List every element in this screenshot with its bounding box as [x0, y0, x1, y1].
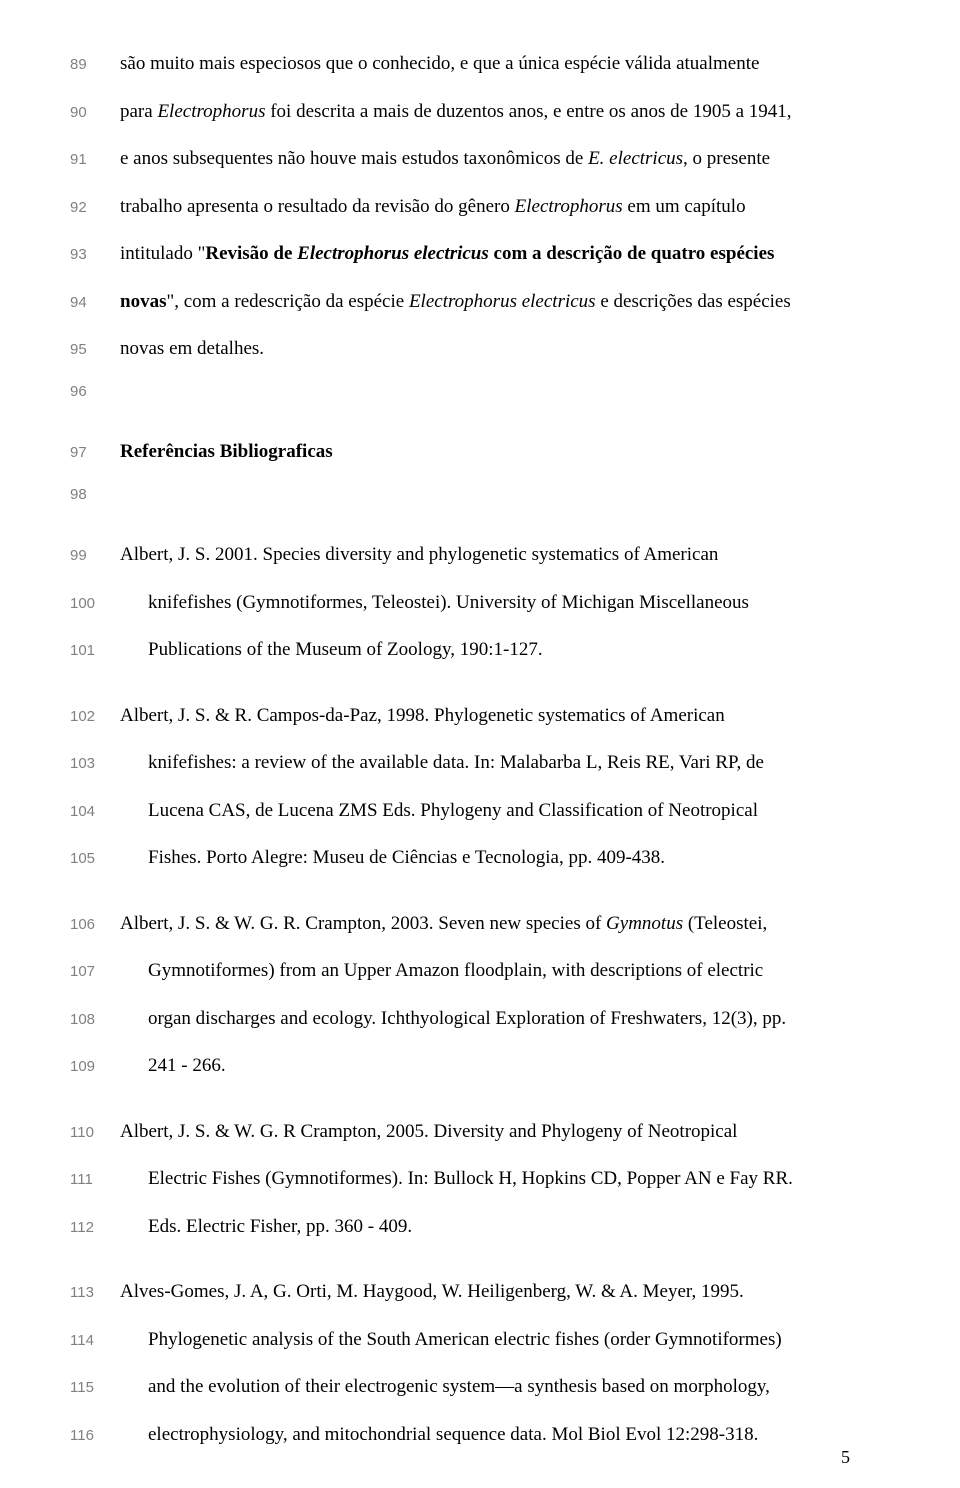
- reference-line: 109 241 - 266.: [70, 1042, 850, 1090]
- reference-text: 241 - 266.: [120, 1042, 850, 1090]
- body-text: são muito mais especiosos que o conhecid…: [120, 40, 850, 88]
- line-number: 101: [70, 632, 120, 670]
- line-number: 97: [70, 434, 120, 472]
- line-number: 108: [70, 1001, 120, 1039]
- line-number: 103: [70, 745, 120, 783]
- reference-text: Gymnotiformes) from an Upper Amazon floo…: [120, 947, 850, 995]
- reference-line: 101 Publications of the Museum of Zoolog…: [70, 626, 850, 674]
- line-number: 93: [70, 236, 120, 274]
- line-number: 94: [70, 284, 120, 322]
- reference-gap: [70, 1090, 850, 1108]
- line-number: 89: [70, 46, 120, 84]
- reference-text: electrophysiology, and mitochondrial seq…: [120, 1411, 850, 1459]
- line-number: 92: [70, 189, 120, 227]
- reference-line: 116 electrophysiology, and mitochondrial…: [70, 1411, 850, 1459]
- heading-line: 97 Referências Bibliograficas: [70, 428, 850, 476]
- reference-line: 110 Albert, J. S. & W. G. R Crampton, 20…: [70, 1108, 850, 1156]
- line-number: 90: [70, 94, 120, 132]
- line-number: 107: [70, 953, 120, 991]
- reference-line: 113 Alves-Gomes, J. A, G. Orti, M. Haygo…: [70, 1268, 850, 1316]
- reference-line: 106 Albert, J. S. & W. G. R. Crampton, 2…: [70, 900, 850, 948]
- line-number: 113: [70, 1274, 120, 1312]
- reference-gap: [70, 1250, 850, 1268]
- body-line: 94 novas", com a redescrição da espécie …: [70, 278, 850, 326]
- reference-text: knifefishes (Gymnotiformes, Teleostei). …: [120, 579, 850, 627]
- line-number: 98: [70, 476, 120, 514]
- reference-text: Fishes. Porto Alegre: Museu de Ciências …: [120, 834, 850, 882]
- line-number: 114: [70, 1322, 120, 1360]
- line-number: 99: [70, 537, 120, 575]
- reference-text: Lucena CAS, de Lucena ZMS Eds. Phylogeny…: [120, 787, 850, 835]
- line-number: 109: [70, 1048, 120, 1086]
- body-line: 95 novas em detalhes.: [70, 325, 850, 373]
- reference-line: 99 Albert, J. S. 2001. Species diversity…: [70, 531, 850, 579]
- reference-text: Alves-Gomes, J. A, G. Orti, M. Haygood, …: [120, 1268, 850, 1316]
- reference-text: and the evolution of their electrogenic …: [120, 1363, 850, 1411]
- body-text: para Electrophorus foi descrita a mais d…: [120, 88, 850, 136]
- line-number: 102: [70, 698, 120, 736]
- body-text: novas em detalhes.: [120, 325, 850, 373]
- line-number: 115: [70, 1369, 120, 1407]
- reference-text: Albert, J. S. & W. G. R Crampton, 2005. …: [120, 1108, 850, 1156]
- body-line: 93 intitulado "Revisão de Electrophorus …: [70, 230, 850, 278]
- reference-text: Publications of the Museum of Zoology, 1…: [120, 626, 850, 674]
- reference-text: Eds. Electric Fisher, pp. 360 - 409.: [120, 1203, 850, 1251]
- section-gap: [70, 410, 850, 428]
- line-number: 91: [70, 141, 120, 179]
- line-number: 105: [70, 840, 120, 878]
- line-number: 96: [70, 373, 120, 411]
- body-text: novas", com a redescrição da espécie Ele…: [120, 278, 850, 326]
- reference-line: 112 Eds. Electric Fisher, pp. 360 - 409.: [70, 1203, 850, 1251]
- reference-line: 102 Albert, J. S. & R. Campos-da-Paz, 19…: [70, 692, 850, 740]
- page-number: 5: [841, 1447, 850, 1468]
- reference-text: Albert, J. S. & R. Campos-da-Paz, 1998. …: [120, 692, 850, 740]
- section-heading: Referências Bibliograficas: [120, 428, 850, 476]
- reference-text: Electric Fishes (Gymnotiformes). In: Bul…: [120, 1155, 850, 1203]
- reference-line: 108 organ discharges and ecology. Ichthy…: [70, 995, 850, 1043]
- line-number: 106: [70, 906, 120, 944]
- body-text: intitulado "Revisão de Electrophorus ele…: [120, 230, 850, 278]
- body-text: e anos subsequentes não houve mais estud…: [120, 135, 850, 183]
- body-line: 92 trabalho apresenta o resultado da rev…: [70, 183, 850, 231]
- line-number: 110: [70, 1114, 120, 1152]
- reference-line: 107 Gymnotiformes) from an Upper Amazon …: [70, 947, 850, 995]
- line-number: 111: [70, 1161, 120, 1199]
- body-line: 91 e anos subsequentes não houve mais es…: [70, 135, 850, 183]
- empty-line: 96: [70, 373, 850, 411]
- line-number: 116: [70, 1417, 120, 1455]
- reference-gap: [70, 674, 850, 692]
- reference-line: 111 Electric Fishes (Gymnotiformes). In:…: [70, 1155, 850, 1203]
- line-number: 95: [70, 331, 120, 369]
- reference-text: Albert, J. S. 2001. Species diversity an…: [120, 531, 850, 579]
- body-line: 89 são muito mais especiosos que o conhe…: [70, 40, 850, 88]
- reference-text: Phylogenetic analysis of the South Ameri…: [120, 1316, 850, 1364]
- line-number: 112: [70, 1209, 120, 1247]
- reference-line: 115 and the evolution of their electroge…: [70, 1363, 850, 1411]
- empty-line: 98: [70, 476, 850, 514]
- body-line: 90 para Electrophorus foi descrita a mai…: [70, 88, 850, 136]
- reference-line: 105 Fishes. Porto Alegre: Museu de Ciênc…: [70, 834, 850, 882]
- reference-line: 100 knifefishes (Gymnotiformes, Teleoste…: [70, 579, 850, 627]
- body-text: trabalho apresenta o resultado da revisã…: [120, 183, 850, 231]
- reference-text: Albert, J. S. & W. G. R. Crampton, 2003.…: [120, 900, 850, 948]
- line-number: 104: [70, 793, 120, 831]
- reference-text: knifefishes: a review of the available d…: [120, 739, 850, 787]
- reference-gap: [70, 882, 850, 900]
- line-number: 100: [70, 585, 120, 623]
- reference-line: 104 Lucena CAS, de Lucena ZMS Eds. Phylo…: [70, 787, 850, 835]
- reference-line: 114 Phylogenetic analysis of the South A…: [70, 1316, 850, 1364]
- manuscript-page: 89 são muito mais especiosos que o conhe…: [0, 0, 960, 1488]
- reference-line: 103 knifefishes: a review of the availab…: [70, 739, 850, 787]
- section-gap: [70, 513, 850, 531]
- reference-text: organ discharges and ecology. Ichthyolog…: [120, 995, 850, 1043]
